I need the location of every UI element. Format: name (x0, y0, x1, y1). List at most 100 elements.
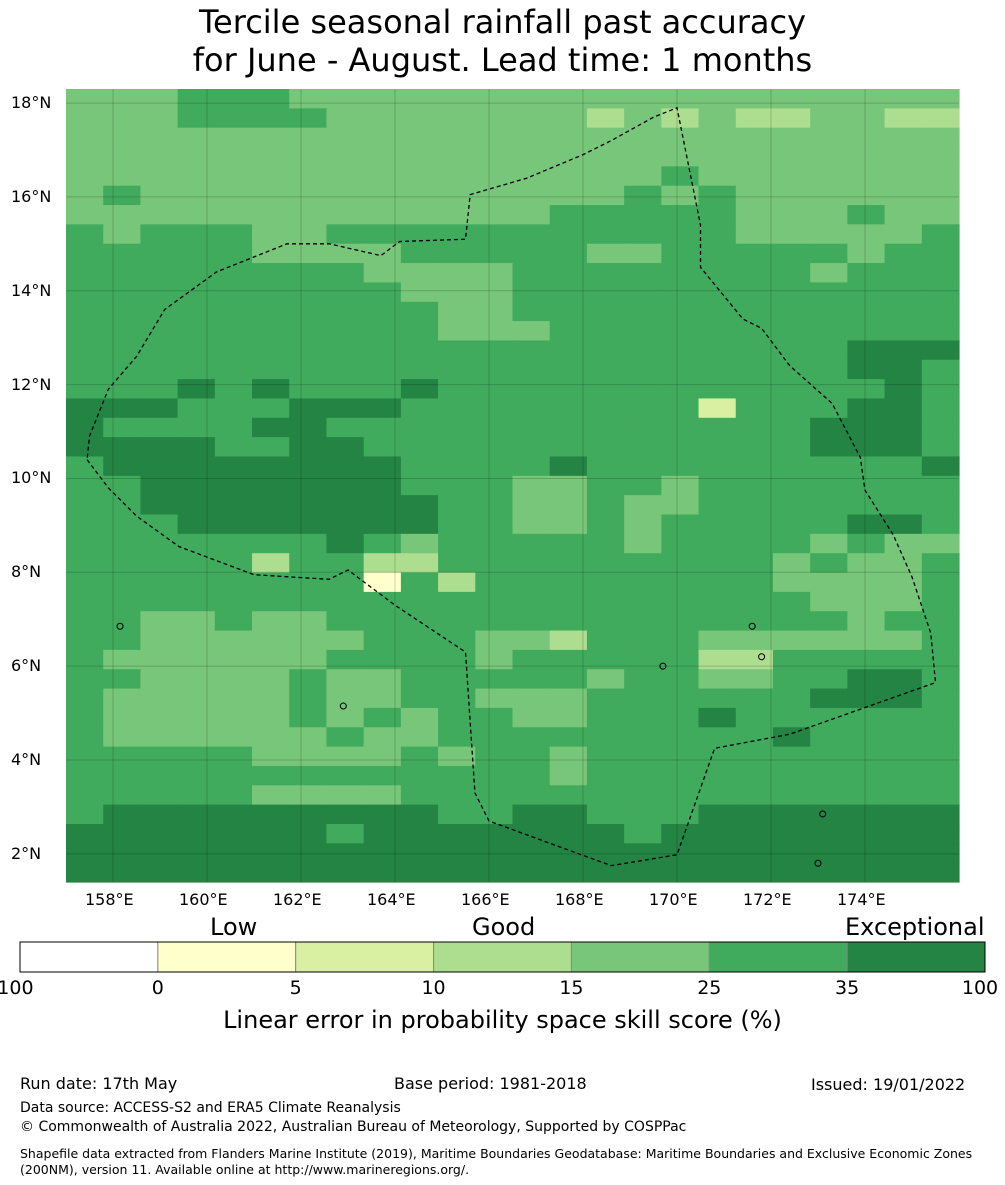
skill-cell (103, 398, 142, 419)
skill-cell (810, 475, 848, 496)
y-tick-label: 18°N (11, 93, 52, 113)
skill-cell (810, 533, 848, 554)
skill-cell (214, 398, 253, 419)
skill-cell (400, 147, 439, 167)
skill-cell (549, 514, 588, 535)
skill-cell (140, 340, 179, 361)
skill-cell (586, 572, 625, 593)
skill-cell (177, 398, 216, 419)
skill-cell (177, 243, 216, 264)
skill-cell (400, 727, 439, 748)
skill-cell (400, 282, 439, 303)
skill-cell (772, 804, 811, 825)
skill-cell (586, 611, 625, 632)
skill-cell (624, 205, 662, 225)
skill-cell (624, 340, 662, 361)
skill-cell (772, 147, 811, 167)
skill-cell (549, 127, 588, 148)
skill-cell (289, 89, 328, 109)
skill-cell (586, 398, 625, 419)
skill-cell (252, 147, 290, 167)
skill-cell (586, 243, 625, 264)
skill-cell (661, 263, 700, 284)
skill-cell (512, 804, 551, 825)
skill-cell (921, 147, 960, 167)
colorbar-outline (19, 941, 986, 973)
skill-cell (512, 533, 551, 554)
y-tick-label: 4°N (11, 750, 42, 769)
skill-cell (438, 417, 476, 438)
map-title-line1: Tercile seasonal rainfall past accuracy (198, 3, 807, 41)
skill-cell (810, 611, 848, 632)
skill-cell (177, 688, 216, 709)
skill-cell (549, 108, 588, 129)
skill-cell (772, 379, 811, 400)
skill-cell (66, 340, 104, 361)
skill-cell (810, 127, 848, 148)
skill-cell (252, 127, 290, 148)
skill-cell (586, 553, 625, 574)
skill-cell (772, 89, 811, 109)
skill-cell (103, 553, 142, 574)
colorbar-label-low: Low (210, 913, 258, 941)
skill-cell (624, 147, 662, 167)
skill-cell (103, 727, 142, 748)
skill-cell (214, 127, 253, 148)
skill-cell (661, 862, 700, 883)
skill-cell (66, 205, 104, 225)
skill-cell (177, 321, 216, 342)
skill-cell (400, 340, 439, 361)
skill-cell (512, 553, 551, 574)
skill-cell (884, 765, 923, 786)
skill-cell (66, 301, 104, 322)
skill-cell (512, 591, 551, 612)
skill-cell (624, 456, 662, 477)
skill-cell (140, 765, 179, 786)
skill-cell (921, 727, 960, 748)
skill-cell (326, 321, 365, 342)
skill-cell (549, 688, 588, 709)
skill-cell (549, 321, 588, 342)
skill-cell (624, 282, 662, 303)
skill-cell (400, 495, 439, 516)
y-tick-label: 8°N (11, 562, 42, 582)
skill-cell (326, 379, 365, 400)
skill-cell (624, 89, 662, 109)
colorbar-tick-label: 5 (289, 977, 302, 999)
skill-cell (214, 688, 253, 709)
skill-cell (326, 456, 365, 477)
skill-cell (735, 823, 774, 844)
skill-cell (400, 785, 439, 806)
skill-cell (884, 572, 923, 593)
skill-cell (475, 843, 514, 864)
skill-cell (586, 688, 625, 709)
skill-cell (140, 108, 179, 129)
skill-cell (624, 321, 662, 342)
skill-cell (698, 89, 737, 109)
skill-cell (214, 379, 253, 400)
skill-cell (475, 785, 514, 806)
skill-cell (475, 359, 514, 380)
skill-cell (103, 127, 142, 148)
skill-cell (884, 553, 923, 574)
skill-cell (847, 727, 886, 748)
skill-cell (772, 862, 811, 883)
skill-cell (586, 495, 625, 516)
skill-cell (252, 282, 290, 303)
skill-cell (177, 379, 216, 400)
island-outline (814, 859, 822, 867)
skill-cell (475, 591, 514, 612)
skill-cell (772, 108, 811, 129)
skill-cell (289, 359, 328, 380)
skill-cell (698, 224, 737, 245)
skill-cell (289, 572, 328, 593)
skill-cell (103, 649, 142, 670)
skill-cell (810, 417, 848, 438)
skill-cell (735, 359, 774, 380)
skill-cell (735, 649, 774, 670)
skill-cell (586, 205, 625, 225)
skill-cell (772, 495, 811, 516)
skill-cell (475, 224, 514, 245)
skill-cell (326, 147, 365, 167)
skill-cell (512, 843, 551, 864)
